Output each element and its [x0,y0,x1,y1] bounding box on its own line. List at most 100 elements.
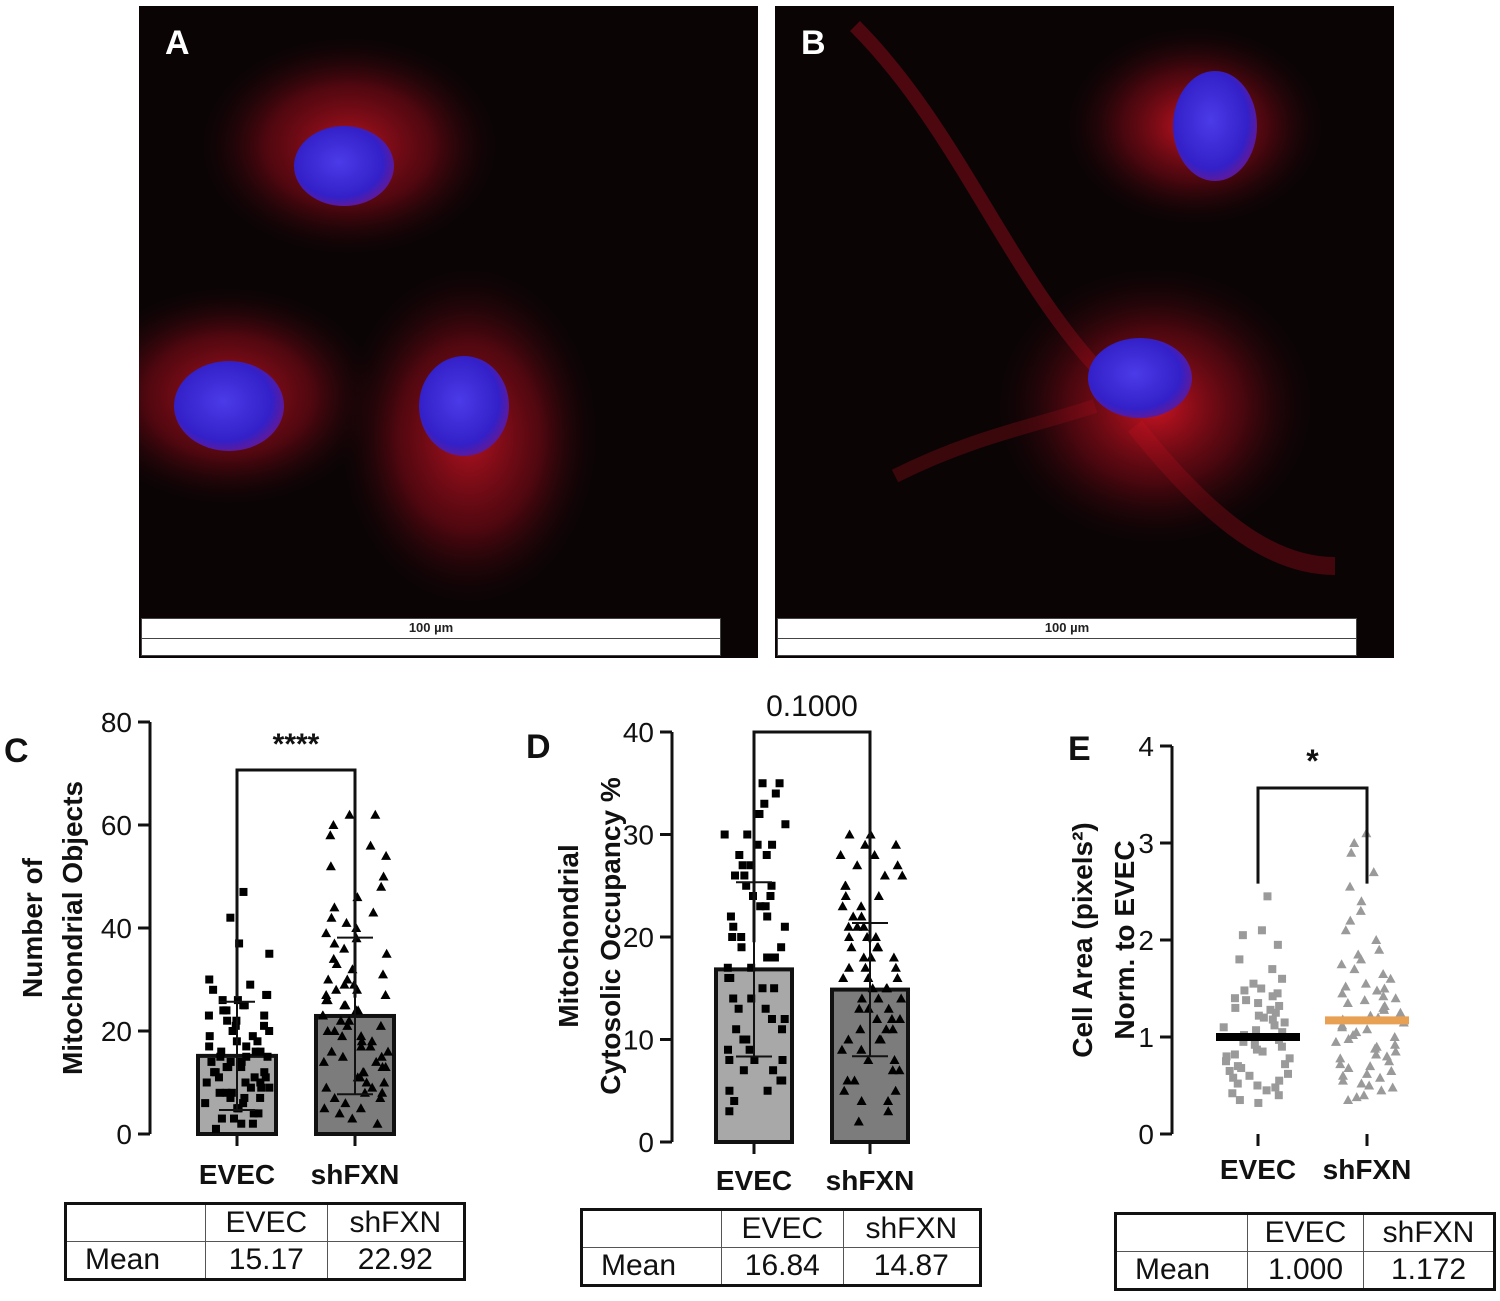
data-point-shfxn [887,1065,898,1075]
data-point-shfxn [329,1092,340,1102]
data-point-shfxn [1349,964,1360,974]
data-point-shfxn [856,993,867,1003]
data-point-shfxn [856,1096,867,1105]
data-point-evec [1245,1071,1254,1080]
data-point-shfxn [321,989,332,999]
data-point-shfxn [321,1082,332,1092]
data-point-shfxn [1346,847,1357,857]
data-point-evec [725,1056,734,1064]
data-point-shfxn [1340,981,1351,991]
data-point-evec [778,1056,787,1064]
data-point-evec [1257,984,1266,993]
data-point-shfxn [356,1041,367,1051]
data-point-shfxn [322,995,333,1005]
data-point-evec [1253,1081,1262,1090]
mean-table-d-row: Mean 16.84 14.87 [582,1247,981,1285]
significance-label: **** [273,728,320,761]
data-point-shfxn [892,973,903,982]
data-point-shfxn [1384,1056,1395,1066]
data-point-shfxn [897,870,908,880]
data-point-shfxn [367,1082,378,1092]
data-point-evec [241,1078,250,1087]
data-point-evec [726,912,735,921]
data-point-evec [1270,1021,1279,1030]
data-point-shfxn [1337,1070,1348,1080]
data-point-evec [777,943,786,952]
data-point-shfxn [340,1098,351,1108]
data-point-evec [1238,931,1247,940]
data-point-evec [235,939,244,948]
data-point-evec [767,1015,776,1023]
data-point-shfxn [853,1116,864,1126]
data-point-evec [743,830,752,839]
data-point-shfxn [344,809,355,819]
data-point-evec [234,1104,243,1113]
data-point-shfxn [890,1085,901,1095]
data-point-shfxn [318,1010,329,1020]
data-point-evec [249,1109,258,1118]
data-point-evec [732,1025,741,1034]
data-point-evec [201,1099,210,1108]
data-point-evec [246,980,255,989]
y-tick-label: 20 [101,1016,132,1047]
data-point-evec [222,1088,231,1097]
data-point-evec [260,1068,269,1077]
data-point-shfxn [1371,1041,1382,1051]
scale-bar-lower-a [142,638,720,655]
y-tick-label: 0 [638,1127,654,1158]
data-point-shfxn [1390,1046,1401,1056]
data-point-evec [1222,1057,1231,1066]
data-point-shfxn [341,917,352,927]
data-point-shfxn [365,1041,376,1051]
data-point-shfxn [355,1103,366,1113]
mean-table-d-header-evec: EVEC [721,1210,844,1248]
data-point-shfxn [1395,1007,1406,1017]
panel-letter-c: C [4,732,29,770]
data-point-shfxn [836,1044,847,1054]
mean-table-d-row-label: Mean [582,1247,722,1285]
scale-bar-a: 100 µm [141,618,721,656]
data-point-evec [1229,1073,1238,1082]
data-point-shfxn [1371,985,1382,995]
data-point-shfxn [1386,1065,1397,1075]
data-point-evec [1275,1001,1284,1010]
data-point-shfxn [380,989,391,999]
data-point-shfxn [1378,968,1389,978]
data-point-evec [1259,1013,1268,1022]
data-point-evec [778,1025,787,1034]
mean-table-d-header: EVEC shFXN [582,1210,981,1248]
y-tick-label: 40 [623,717,654,748]
data-point-evec [242,1042,251,1051]
y-tick-label: 1 [1138,1022,1154,1053]
data-point-shfxn [1365,1061,1376,1071]
data-point-shfxn [854,1003,865,1013]
data-point-evec [202,1078,211,1087]
data-point-evec [1262,1086,1271,1095]
data-point-evec [1268,965,1277,974]
data-point-shfxn [849,1075,860,1085]
data-point-shfxn [844,962,855,972]
data-point-evec [1250,1040,1259,1049]
data-point-shfxn [381,850,392,860]
data-point-shfxn [887,1024,898,1034]
mean-table-e: EVEC shFXN Mean 1.000 1.172 [1114,1212,1496,1291]
data-point-evec [226,1057,235,1066]
data-point-shfxn [1371,1049,1382,1059]
data-point-shfxn [370,809,381,819]
data-point-shfxn [368,907,379,917]
mean-table-c: EVEC shFXN Mean 15.17 22.92 [64,1202,466,1281]
data-point-shfxn [365,840,376,850]
data-point-shfxn [367,1036,378,1046]
data-point-shfxn [375,1092,386,1102]
data-point-shfxn [886,1014,897,1023]
x-tick-label-shfxn: shFXN [1323,1154,1412,1185]
data-point-shfxn [383,1046,394,1056]
data-point-shfxn [1337,988,1348,998]
data-point-shfxn [1335,1059,1346,1069]
data-point-evec [263,990,272,999]
data-point-evec [254,1109,263,1118]
chart-d-svg: D 0 10 20 30 40 Mitochondrial Cytosolic Occupan… [526,690,914,1196]
data-point-shfxn [1337,1020,1348,1030]
data-point-evec [747,994,756,1003]
data-point-shfxn [381,948,392,958]
